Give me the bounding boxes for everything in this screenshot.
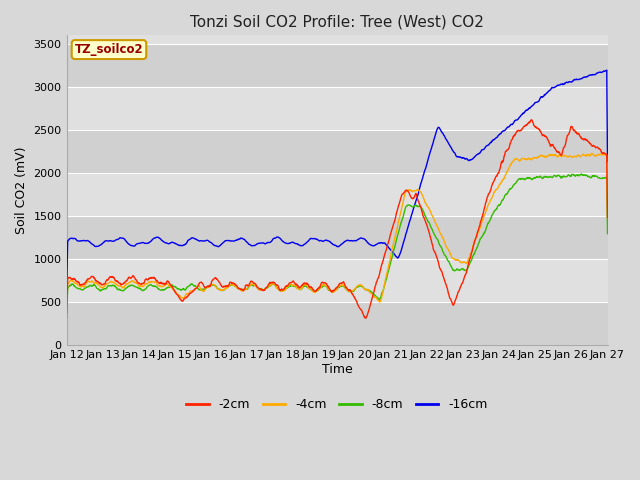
Bar xyxy=(67,44,607,87)
X-axis label: Time: Time xyxy=(322,363,353,376)
Text: TZ_soilco2: TZ_soilco2 xyxy=(75,43,143,56)
Y-axis label: Soil CO2 (mV): Soil CO2 (mV) xyxy=(15,146,28,234)
Title: Tonzi Soil CO2 Profile: Tree (West) CO2: Tonzi Soil CO2 Profile: Tree (West) CO2 xyxy=(190,15,484,30)
Legend: -2cm, -4cm, -8cm, -16cm: -2cm, -4cm, -8cm, -16cm xyxy=(181,394,493,417)
Bar xyxy=(67,216,607,259)
Bar xyxy=(67,302,607,345)
Bar xyxy=(67,130,607,173)
